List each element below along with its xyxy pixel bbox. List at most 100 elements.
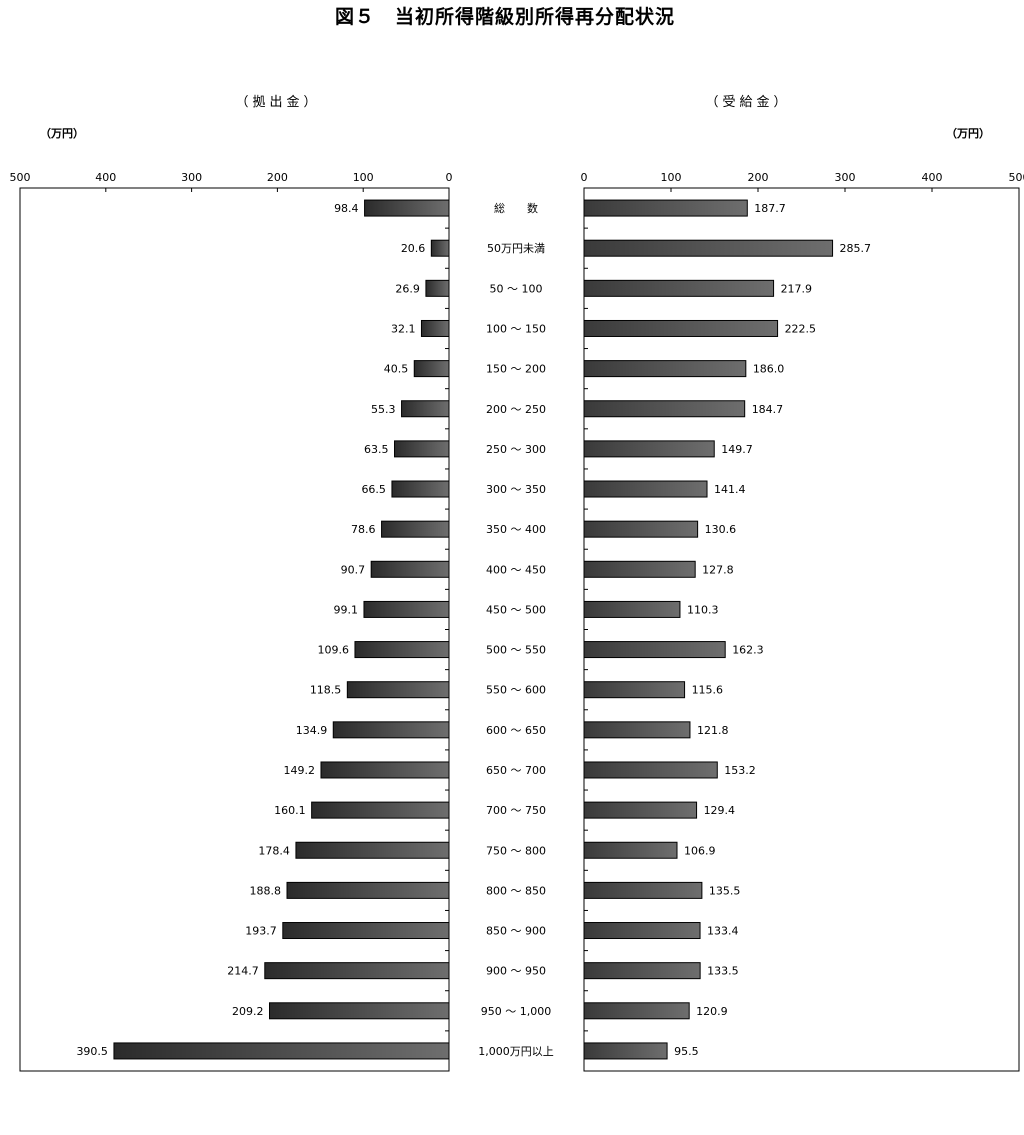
left-bar-value-label: 26.9 <box>395 282 420 295</box>
left-bar-value-label: 193.7 <box>245 925 277 938</box>
left-bar-value-label: 134.9 <box>296 724 328 737</box>
category-label: 650 ～ 700 <box>486 764 546 777</box>
category-label: 550 ～ 600 <box>486 684 546 697</box>
left-bar <box>311 801 450 819</box>
left-bar-value-label: 209.2 <box>232 1005 264 1018</box>
right-bar-value-label: 127.8 <box>702 563 734 576</box>
category-label: 700 ～ 750 <box>486 804 546 817</box>
left-bar <box>370 560 450 578</box>
right-bar <box>583 520 699 538</box>
right-bar <box>583 319 779 337</box>
left-bar-value-label: 63.5 <box>364 443 389 456</box>
left-bar <box>364 199 450 217</box>
category-label: 950 ～ 1,000 <box>481 1005 551 1018</box>
left-tick-label: 0 <box>446 171 453 184</box>
right-bar <box>583 1042 668 1060</box>
right-bar <box>583 400 746 418</box>
right-bar <box>583 761 718 779</box>
left-bar <box>420 319 450 337</box>
right-bar-value-label: 106.9 <box>684 844 716 857</box>
right-bar-value-label: 120.9 <box>696 1005 728 1018</box>
left-tick-label: 400 <box>95 171 116 184</box>
left-bar <box>286 881 450 899</box>
category-label: 総 数 <box>494 201 538 215</box>
left-bar <box>425 279 450 297</box>
left-bar <box>264 962 450 980</box>
right-bar <box>583 600 681 618</box>
right-bar-value-label: 149.7 <box>721 443 753 456</box>
left-bar-value-label: 20.6 <box>401 242 426 255</box>
left-bar-value-label: 149.2 <box>283 764 315 777</box>
left-bar <box>413 360 450 378</box>
left-bar-value-label: 109.6 <box>317 644 349 657</box>
right-bar <box>583 360 747 378</box>
right-tick-label: 400 <box>922 171 943 184</box>
category-label: 250 ～ 300 <box>486 443 546 456</box>
left-bar <box>401 400 450 418</box>
category-label: 350 ～ 400 <box>486 523 546 536</box>
chart-title: 図５ 当初所得階級別所得再分配状況 <box>335 5 675 28</box>
right-tick-label: 200 <box>748 171 769 184</box>
left-bar-value-label: 66.5 <box>361 483 386 496</box>
left-bar <box>381 520 450 538</box>
left-bar <box>269 1002 450 1020</box>
right-tick-label: 100 <box>661 171 682 184</box>
right-bar <box>583 641 726 659</box>
left-bar-value-label: 99.1 <box>333 603 358 616</box>
right-bar <box>583 560 696 578</box>
right-bar-value-label: 129.4 <box>704 804 736 817</box>
right-unit-label: （万円） <box>946 127 990 140</box>
category-label: 500 ～ 550 <box>486 644 546 657</box>
right-bar <box>583 681 686 699</box>
category-label: 900 ～ 950 <box>486 965 546 978</box>
right-tick-label: 500 <box>1009 171 1024 184</box>
right-bar <box>583 199 748 217</box>
right-bar <box>583 922 701 940</box>
right-bar-value-label: 121.8 <box>697 724 729 737</box>
right-bar <box>583 279 775 297</box>
left-bar-value-label: 40.5 <box>384 363 409 376</box>
right-bar-value-label: 217.9 <box>781 282 813 295</box>
left-bar-value-label: 188.8 <box>250 884 282 897</box>
right-bar <box>583 962 701 980</box>
left-bar-value-label: 214.7 <box>227 965 259 978</box>
category-label: 400 ～ 450 <box>486 563 546 576</box>
right-bar <box>583 239 834 257</box>
right-bar-value-label: 187.7 <box>754 202 786 215</box>
category-label: 1,000万円以上 <box>478 1045 554 1058</box>
right-panel-title: （受給金） <box>705 94 790 110</box>
right-bar-value-label: 184.7 <box>752 403 784 416</box>
left-axis-ticks: 500 400 300 200 100 0 <box>10 171 453 1032</box>
right-bars: 187.7 285.7 217.9 222.5 186.0 184.7 149.7 141.4… <box>583 199 871 1060</box>
right-bar-value-label: 115.6 <box>692 684 724 697</box>
left-bars: 98.4 20.6 26.9 32.1 40.5 55.3 63.5 66.5 78.6 90.7… <box>76 199 450 1060</box>
category-label: 300 ～ 350 <box>486 483 546 496</box>
right-bar <box>583 841 678 859</box>
category-labels: 総 数 50万円未満 50 ～ 100 100 ～ 150 150 ～ 200 200 ～… <box>478 201 554 1058</box>
category-label: 850 ～ 900 <box>486 925 546 938</box>
left-bar <box>346 681 450 699</box>
category-label: 100 ～ 150 <box>486 322 546 335</box>
right-bar <box>583 881 703 899</box>
right-bar-value-label: 186.0 <box>753 363 785 376</box>
category-label: 200 ～ 250 <box>486 403 546 416</box>
category-label: 150 ～ 200 <box>486 363 546 376</box>
right-bar-value-label: 222.5 <box>785 322 817 335</box>
right-bar-value-label: 95.5 <box>674 1045 699 1058</box>
left-bar <box>354 641 450 659</box>
right-bar <box>583 801 698 819</box>
category-label: 750 ～ 800 <box>486 844 546 857</box>
left-bar-value-label: 390.5 <box>76 1045 108 1058</box>
left-bar <box>363 600 450 618</box>
right-tick-label: 0 <box>581 171 588 184</box>
left-bar <box>391 480 450 498</box>
right-bar-value-label: 141.4 <box>714 483 746 496</box>
right-bar-value-label: 110.3 <box>687 603 719 616</box>
left-tick-label: 200 <box>267 171 288 184</box>
left-panel-title: （拠出金） <box>235 94 320 110</box>
right-bar <box>583 480 708 498</box>
left-bar <box>332 721 450 739</box>
right-bar-value-label: 130.6 <box>705 523 737 536</box>
left-bar <box>295 841 450 859</box>
left-tick-label: 300 <box>181 171 202 184</box>
